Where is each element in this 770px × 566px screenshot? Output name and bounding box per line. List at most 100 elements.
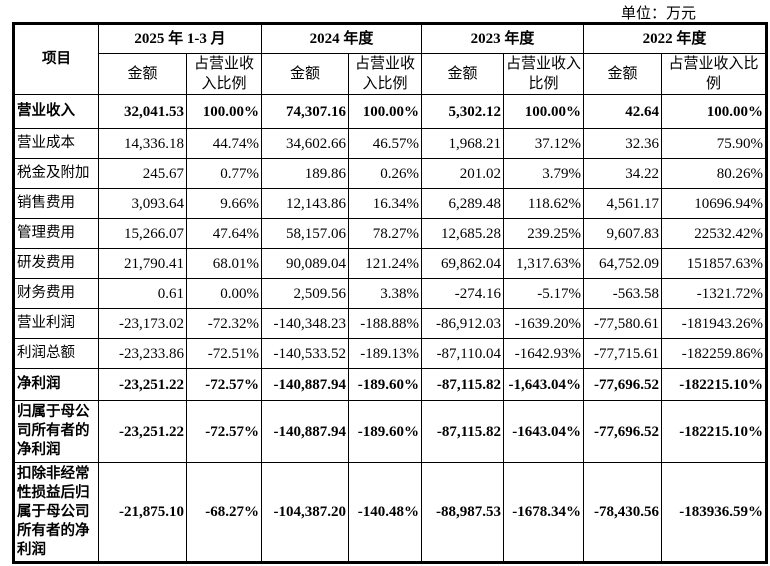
amount-cell: 69,862.04 xyxy=(421,248,505,279)
amount-cell: 4,561.17 xyxy=(583,188,663,219)
ratio-cell: 10696.94% xyxy=(661,188,768,219)
amount-cell: 2,509.56 xyxy=(261,278,349,309)
amount-cell: 21,790.41 xyxy=(98,248,187,279)
row-label: 扣除非经常性损益后归属于母公司所有者的净利润 xyxy=(13,462,99,563)
amount-cell: 0.61 xyxy=(98,278,187,309)
ratio-cell: 100.00% xyxy=(186,94,262,129)
amount-cell: 6,289.48 xyxy=(421,188,505,219)
amount-cell: 1,968.21 xyxy=(421,128,505,159)
ratio-cell: 100.00% xyxy=(661,94,768,129)
header-amount: 金额 xyxy=(583,53,663,95)
amount-cell: -23,233.86 xyxy=(98,338,187,369)
header-row-columns: 金额 占营业收入比例 金额 占营业收入比例 金额 占营业收入比例 金额 占营业收… xyxy=(14,53,768,95)
ratio-cell: -72.51% xyxy=(186,338,262,369)
amount-cell: -23,251.22 xyxy=(98,368,187,401)
table-row: 管理费用 15,266.07 47.64% 58,157.06 78.27% 12,685… xyxy=(13,218,768,249)
unit-label: 单位：万元 xyxy=(620,6,696,22)
amount-cell: -21,875.10 xyxy=(98,462,187,563)
ratio-cell: 22532.42% xyxy=(661,218,768,249)
ratio-cell: 78.27% xyxy=(347,218,423,249)
amount-cell: -23,251.22 xyxy=(98,400,187,463)
amount-cell: 32,041.53 xyxy=(98,94,187,129)
ratio-cell: -72.57% xyxy=(186,368,262,401)
ratio-cell: -188.88% xyxy=(347,308,423,339)
header-period: 2023 年度 xyxy=(421,23,585,54)
amount-cell: -140,887.94 xyxy=(261,368,349,401)
row-label: 营业利润 xyxy=(13,308,99,339)
header-item: 项目 xyxy=(13,23,99,95)
header-row-periods: 项目 2025 年 1-3 月 2024 年度 2023 年度 2022 年度 xyxy=(13,23,768,95)
table-row: 财务费用 0.61 0.00% 2,509.56 3.38% -274.16 -5.17% -… xyxy=(13,278,768,309)
row-label: 管理费用 xyxy=(13,218,99,249)
ratio-cell: 0.26% xyxy=(347,158,423,189)
ratio-cell: 44.74% xyxy=(186,128,262,159)
ratio-cell: 47.64% xyxy=(186,218,262,249)
ratio-cell: 46.57% xyxy=(347,128,423,159)
header-period: 2024 年度 xyxy=(260,23,423,54)
amount-cell: 42.64 xyxy=(583,94,663,129)
ratio-cell: -189.60% xyxy=(347,400,423,463)
ratio-cell: 3.38% xyxy=(347,278,423,309)
table-row: 利润总额 -23,233.86 -72.51% -140,533.52 -189.13%… xyxy=(13,338,768,369)
ratio-cell: -1643.04% xyxy=(503,400,585,463)
ratio-cell: 121.24% xyxy=(347,248,423,279)
ratio-cell: -189.60% xyxy=(347,368,423,401)
amount-cell: 90,089.04 xyxy=(261,248,349,279)
amount-cell: -140,348.23 xyxy=(261,308,349,339)
ratio-cell: 0.77% xyxy=(186,158,262,189)
header-period: 2025 年 1-3 月 xyxy=(98,23,262,54)
amount-cell: 34.22 xyxy=(583,158,663,189)
row-label: 销售费用 xyxy=(13,188,99,219)
amount-cell: 9,607.83 xyxy=(583,218,663,249)
ratio-cell: -1639.20% xyxy=(503,308,585,339)
table-row: 归属于母公司所有者的净利润 -23,251.22 -72.57% -140,887.9… xyxy=(13,400,768,463)
amount-cell: -78,430.56 xyxy=(583,462,663,563)
ratio-cell: -182215.10% xyxy=(661,400,768,463)
amount-cell: 5,302.12 xyxy=(421,94,505,129)
amount-cell: 12,143.86 xyxy=(261,188,349,219)
ratio-cell: 100.00% xyxy=(503,94,585,129)
ratio-cell: -181943.26% xyxy=(661,308,768,339)
table-row: 税金及附加 245.67 0.77% 189.86 0.26% 201.02 3.79% 34… xyxy=(13,158,768,189)
table-row: 销售费用 3,093.64 9.66% 12,143.86 16.34% 6,289.48… xyxy=(13,188,768,219)
amount-cell: -77,715.61 xyxy=(583,338,663,369)
header-ratio: 占营业收入比例 xyxy=(347,53,423,95)
table-row: 研发费用 21,790.41 68.01% 90,089.04 121.24% 69,86… xyxy=(13,248,768,279)
ratio-cell: -5.17% xyxy=(503,278,585,309)
header-ratio: 占营业收入比例 xyxy=(186,53,262,95)
header-amount: 金额 xyxy=(421,53,505,95)
income-statement-table: 项目 2025 年 1-3 月 2024 年度 2023 年度 2022 年度 … xyxy=(12,22,769,564)
amount-cell: 12,685.28 xyxy=(421,218,505,249)
amount-cell: 245.67 xyxy=(98,158,187,189)
ratio-cell: 100.00% xyxy=(347,94,423,129)
header-ratio: 占营业收入比例 xyxy=(503,53,585,95)
row-label: 研发费用 xyxy=(13,248,99,279)
amount-cell: 201.02 xyxy=(421,158,505,189)
amount-cell: 15,266.07 xyxy=(98,218,187,249)
row-label: 税金及附加 xyxy=(13,158,99,189)
ratio-cell: -72.32% xyxy=(186,308,262,339)
header-ratio: 占营业收入比例 xyxy=(661,53,768,95)
ratio-cell: -182215.10% xyxy=(661,368,768,401)
row-label: 净利润 xyxy=(13,368,99,401)
ratio-cell: -140.48% xyxy=(347,462,423,563)
amount-cell: -77,580.61 xyxy=(583,308,663,339)
ratio-cell: 80.26% xyxy=(661,158,768,189)
table-row: 扣除非经常性损益后归属于母公司所有者的净利润 -21,875.10 -68.27% -… xyxy=(13,462,768,563)
amount-cell: 14,336.18 xyxy=(98,128,187,159)
table-row: 营业成本 14,336.18 44.74% 34,602.66 46.57% 1,968.… xyxy=(13,128,768,159)
table-row: 净利润 -23,251.22 -72.57% -140,887.94 -189.60% -… xyxy=(13,368,768,401)
ratio-cell: -189.13% xyxy=(347,338,423,369)
ratio-cell: -72.57% xyxy=(186,400,262,463)
amount-cell: 64,752.09 xyxy=(583,248,663,279)
ratio-cell: 151857.63% xyxy=(661,248,768,279)
amount-cell: -140,887.94 xyxy=(261,400,349,463)
row-label: 营业收入 xyxy=(13,94,99,129)
amount-cell: 189.86 xyxy=(261,158,349,189)
ratio-cell: -182259.86% xyxy=(661,338,768,369)
ratio-cell: -1,643.04% xyxy=(503,368,585,401)
row-label: 财务费用 xyxy=(13,278,99,309)
ratio-cell: 16.34% xyxy=(347,188,423,219)
ratio-cell: 37.12% xyxy=(503,128,585,159)
amount-cell: -77,696.52 xyxy=(583,400,663,463)
